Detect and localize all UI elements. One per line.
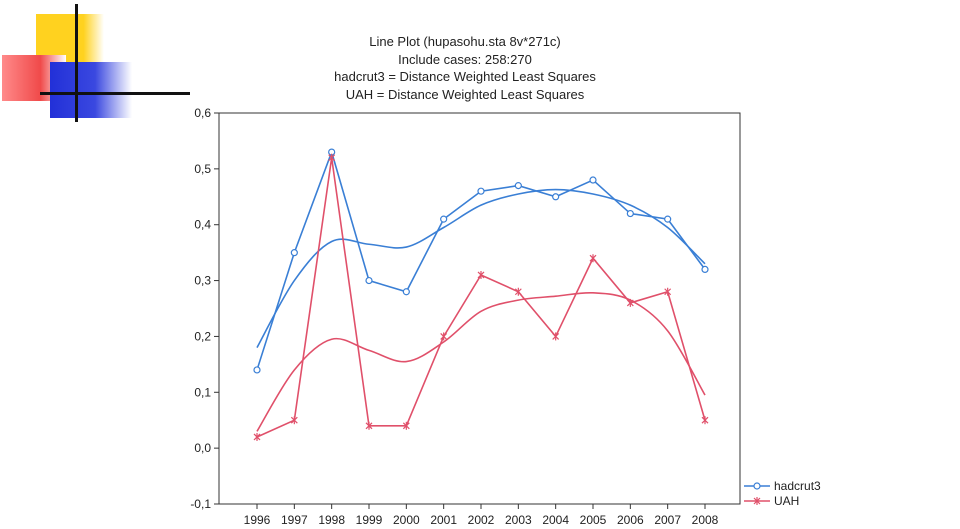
vertical-bar xyxy=(75,4,78,122)
series-hadcrut3 xyxy=(253,148,709,374)
point-uah xyxy=(328,153,336,162)
horizontal-bar xyxy=(40,92,190,95)
axes: -0,1 0,0 0,1 0,2 0,3 0,4 0,5 0,6 1996 1997 1998 199… xyxy=(190,106,718,527)
legend-swatch-uah xyxy=(744,496,770,505)
x-tick-label: 2005 xyxy=(580,513,607,527)
y-tick-label: -0,1 xyxy=(190,497,211,511)
point-uah xyxy=(552,332,560,341)
point-uah xyxy=(626,298,634,307)
y-tick-label: 0,1 xyxy=(194,385,211,399)
y-tick-label: 0,4 xyxy=(194,218,211,232)
point-hadcrut3 xyxy=(589,176,597,184)
point-uah xyxy=(589,254,597,263)
point-uah xyxy=(440,332,448,341)
x-tick-label: 2007 xyxy=(654,513,681,527)
x-tick-label: 2008 xyxy=(692,513,719,527)
series-uah xyxy=(253,153,709,441)
y-tick-label: 0,3 xyxy=(194,274,211,288)
legend-label-uah: UAH xyxy=(774,493,800,508)
point-hadcrut3 xyxy=(290,249,298,257)
point-uah xyxy=(365,421,373,430)
point-uah xyxy=(402,421,410,430)
title-line-2: Include cases: 258:270 xyxy=(398,51,532,67)
point-hadcrut3 xyxy=(664,215,672,223)
y-tick-label: 0,5 xyxy=(194,162,211,176)
data-line-uah xyxy=(256,157,706,438)
point-uah xyxy=(514,287,522,296)
x-tick-label: 1998 xyxy=(318,513,345,527)
x-tick-label: 2000 xyxy=(393,513,420,527)
point-hadcrut3 xyxy=(552,193,560,201)
point-uah xyxy=(664,287,672,296)
y-tick-label: 0,6 xyxy=(194,106,211,120)
fit-curve-uah xyxy=(256,291,706,432)
point-uah xyxy=(701,416,709,425)
y-tick-label: 0,0 xyxy=(194,441,211,455)
x-tick-label: 1997 xyxy=(281,513,308,527)
point-uah xyxy=(290,416,298,425)
fit-curve-hadcrut3 xyxy=(256,188,706,348)
title-line-4: UAH = Distance Weighted Least Squares xyxy=(345,86,585,102)
point-uah xyxy=(253,432,261,441)
chart-title: Line Plot (hupasohu.sta 8v*271c) Include… xyxy=(290,33,640,103)
legend-swatch-hadcrut3 xyxy=(744,481,770,490)
slide-decoration xyxy=(0,0,200,125)
point-hadcrut3 xyxy=(365,276,373,285)
legend-label-hadcrut3: hadcrut3 xyxy=(774,478,821,493)
point-hadcrut3 xyxy=(626,209,634,218)
point-hadcrut3 xyxy=(701,265,709,273)
x-tick-label: 2004 xyxy=(542,513,569,527)
plot-frame xyxy=(218,112,741,505)
point-hadcrut3 xyxy=(253,366,261,374)
data-line-hadcrut3 xyxy=(256,149,706,371)
legend: hadcrut3 UAH xyxy=(744,478,821,508)
x-tick-label: 2003 xyxy=(505,513,532,527)
x-tick-label: 2006 xyxy=(617,513,644,527)
legend-item-hadcrut3: hadcrut3 xyxy=(744,478,821,493)
point-hadcrut3 xyxy=(514,182,522,190)
x-tick-label: 1996 xyxy=(244,513,271,527)
title-line-1: Line Plot (hupasohu.sta 8v*271c) xyxy=(369,34,561,49)
x-tick-label: 1999 xyxy=(356,513,383,527)
series-layer xyxy=(253,148,709,441)
title-line-3: hadcrut3 = Distance Weighted Least Squar… xyxy=(334,69,596,84)
point-hadcrut3 xyxy=(440,215,448,223)
legend-item-uah: UAH xyxy=(744,493,821,508)
point-hadcrut3 xyxy=(402,288,410,296)
x-tick-label: 2001 xyxy=(430,513,457,527)
x-tick-label: 2002 xyxy=(468,513,495,527)
y-tick-label: 0,2 xyxy=(194,329,211,343)
blue-square xyxy=(50,62,132,118)
point-hadcrut3 xyxy=(477,187,485,195)
point-uah xyxy=(477,270,485,279)
